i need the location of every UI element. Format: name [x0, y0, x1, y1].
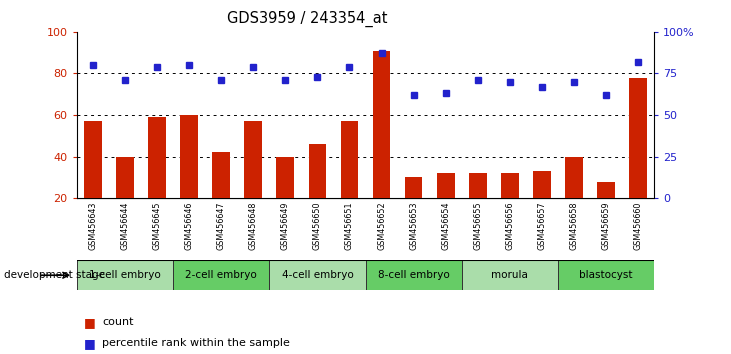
Bar	[629, 78, 647, 198]
Text: 4-cell embryo: 4-cell embryo	[281, 270, 353, 280]
Text: GSM456658: GSM456658	[569, 201, 578, 250]
Bar	[308, 144, 326, 198]
Text: GSM456646: GSM456646	[184, 201, 194, 250]
Text: percentile rank within the sample: percentile rank within the sample	[102, 338, 290, 348]
Text: GSM456647: GSM456647	[216, 201, 226, 250]
Text: ■: ■	[84, 337, 96, 350]
Bar	[181, 115, 198, 198]
Text: GSM456643: GSM456643	[88, 201, 97, 250]
Bar	[405, 177, 423, 198]
Text: 8-cell embryo: 8-cell embryo	[378, 270, 450, 280]
Text: development stage: development stage	[4, 270, 105, 280]
Text: GSM456653: GSM456653	[409, 201, 418, 250]
Bar	[116, 156, 134, 198]
Bar	[212, 153, 230, 198]
Bar	[373, 51, 390, 198]
Bar	[366, 260, 462, 290]
Text: count: count	[102, 317, 134, 327]
Bar	[173, 260, 269, 290]
Text: blastocyst: blastocyst	[580, 270, 633, 280]
Bar	[558, 260, 654, 290]
Bar	[501, 173, 519, 198]
Bar	[276, 156, 294, 198]
Text: GDS3959 / 243354_at: GDS3959 / 243354_at	[227, 11, 387, 27]
Text: GSM456657: GSM456657	[537, 201, 547, 250]
Text: GSM456651: GSM456651	[345, 201, 354, 250]
Bar	[341, 121, 358, 198]
Text: 1-cell embryo: 1-cell embryo	[89, 270, 161, 280]
Bar	[244, 121, 262, 198]
Text: GSM456659: GSM456659	[602, 201, 610, 250]
Text: GSM456644: GSM456644	[121, 201, 129, 250]
Bar	[269, 260, 366, 290]
Text: 2-cell embryo: 2-cell embryo	[185, 270, 257, 280]
Bar	[533, 171, 550, 198]
Text: GSM456660: GSM456660	[634, 201, 643, 250]
Text: morula: morula	[491, 270, 529, 280]
Bar	[462, 260, 558, 290]
Bar	[84, 121, 102, 198]
Text: GSM456645: GSM456645	[153, 201, 162, 250]
Bar	[77, 260, 173, 290]
Bar	[469, 173, 487, 198]
Text: GSM456650: GSM456650	[313, 201, 322, 250]
Bar	[565, 156, 583, 198]
Text: GSM456648: GSM456648	[249, 201, 258, 250]
Bar	[437, 173, 455, 198]
Text: GSM456655: GSM456655	[473, 201, 482, 250]
Text: GSM456649: GSM456649	[281, 201, 289, 250]
Text: GSM456656: GSM456656	[505, 201, 515, 250]
Bar	[597, 182, 615, 198]
Text: GSM456654: GSM456654	[442, 201, 450, 250]
Text: GSM456652: GSM456652	[377, 201, 386, 250]
Text: ■: ■	[84, 316, 96, 329]
Bar	[148, 117, 166, 198]
